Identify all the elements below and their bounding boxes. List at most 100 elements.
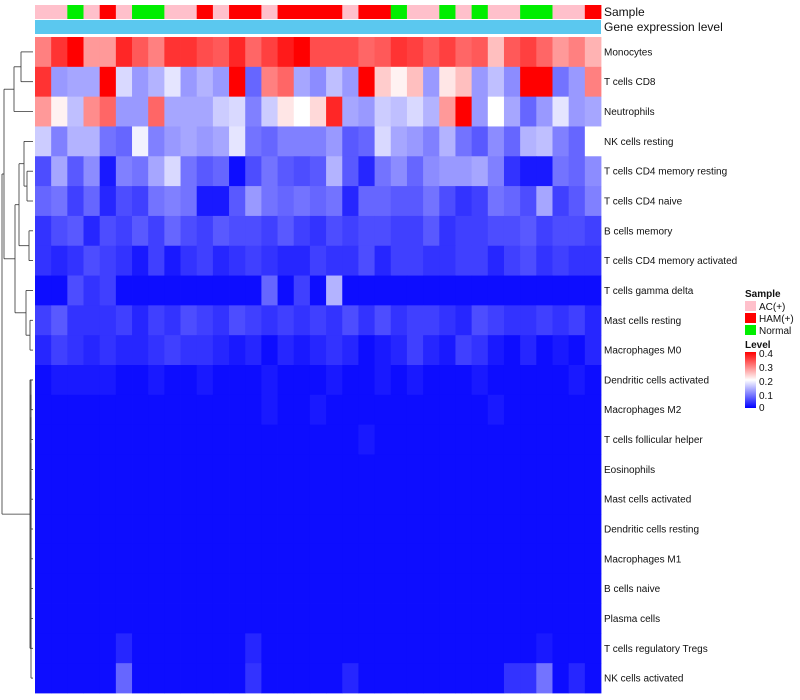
heatmap-cell: [374, 305, 392, 336]
heatmap-cell: [374, 424, 392, 455]
heatmap-cell: [358, 603, 375, 634]
heatmap-cell: [374, 663, 392, 694]
heatmap-cell: [164, 424, 181, 455]
heatmap-cell: [148, 245, 165, 276]
heatmap-cell: [83, 215, 101, 247]
heatmap-cell: [115, 96, 133, 127]
heatmap-cell: [277, 156, 295, 187]
heatmap-cell: [132, 66, 149, 98]
sample-annotation-cell: [487, 5, 505, 19]
heatmap-cell: [342, 424, 359, 455]
heatmap-cell: [261, 215, 278, 247]
heatmap-cell: [261, 66, 278, 98]
legend-level-colorbar: [745, 352, 756, 408]
heatmap-cell: [115, 126, 133, 157]
heatmap-cell: [390, 96, 408, 127]
heatmap-cell: [245, 245, 262, 276]
heatmap-cell: [584, 126, 602, 157]
heatmap-cell: [471, 394, 489, 426]
heatmap-cell: [471, 215, 489, 247]
heatmap-cell: [132, 633, 149, 664]
sample-annotation-cell: [568, 5, 586, 19]
heatmap-cell: [51, 603, 68, 634]
heatmap-cell: [83, 365, 101, 396]
row-label: B cells naive: [604, 584, 661, 595]
heatmap-cell: [212, 543, 230, 575]
heatmap-cell: [439, 96, 456, 127]
heatmap-cell: [245, 394, 262, 426]
heatmap-cell: [423, 126, 440, 157]
heatmap-cell: [99, 96, 117, 127]
heatmap-cell: [471, 335, 489, 366]
heatmap-cell: [536, 275, 553, 306]
heatmap-cell: [164, 275, 181, 306]
heatmap-cell: [342, 394, 359, 426]
heatmap-cell: [115, 484, 133, 515]
heatmap-cell: [584, 484, 602, 515]
heatmap-cell: [180, 186, 198, 217]
heatmap-cell: [471, 66, 489, 98]
heatmap-cell: [568, 663, 586, 694]
heatmap-cell: [51, 484, 68, 515]
heatmap-cell: [115, 633, 133, 664]
heatmap-cell: [164, 66, 181, 98]
heatmap-cell: [568, 543, 586, 575]
heatmap-cell: [212, 484, 230, 515]
row-dendrogram: [1, 51, 33, 679]
heatmap-cell: [132, 335, 149, 366]
heatmap-cell: [245, 66, 262, 98]
sample-annotation-cell: [326, 5, 343, 19]
heatmap-cell: [471, 543, 489, 575]
heatmap-cell: [520, 156, 537, 187]
heatmap-cell: [261, 126, 278, 157]
heatmap-cell: [148, 633, 165, 664]
heatmap-cell: [99, 365, 117, 396]
heatmap-cell: [390, 603, 408, 634]
heatmap-cell: [293, 573, 311, 604]
heatmap-cell: [180, 394, 198, 426]
heatmap-cell: [471, 484, 489, 515]
heatmap-cell: [455, 37, 473, 68]
heatmap-cell: [568, 215, 586, 247]
heatmap-cell: [552, 365, 570, 396]
heatmap-cell: [196, 454, 214, 485]
heatmap-cell: [471, 96, 489, 127]
heatmap-cell: [67, 215, 84, 247]
heatmap-cell: [455, 663, 473, 694]
heatmap-cell: [520, 514, 537, 545]
sample-annotation-cell: [99, 5, 117, 19]
heatmap-cell: [342, 454, 359, 485]
heatmap-cell: [164, 305, 181, 336]
heatmap-cell: [520, 305, 537, 336]
row-label: T cells CD4 naive: [604, 197, 683, 208]
heatmap-cell: [584, 245, 602, 276]
heatmap-cell: [342, 484, 359, 515]
legend-label-ac: AC(+): [759, 302, 785, 313]
heatmap-cell: [358, 573, 375, 604]
heatmap-cell: [487, 96, 505, 127]
heatmap-cell: [584, 543, 602, 575]
heatmap-cell: [390, 573, 408, 604]
heatmap-cell: [115, 394, 133, 426]
heatmap-cell: [180, 603, 198, 634]
row-label: Mast cells resting: [604, 316, 681, 327]
heatmap-cell: [552, 663, 570, 694]
heatmap-cell: [503, 305, 521, 336]
heatmap-cell: [212, 305, 230, 336]
heatmap-cell: [455, 66, 473, 98]
heatmap-cell: [309, 365, 327, 396]
heatmap-cell: [342, 663, 359, 694]
heatmap-cell: [536, 215, 553, 247]
heatmap-cell: [99, 573, 117, 604]
heatmap-cell: [423, 215, 440, 247]
heatmap-cell: [552, 484, 570, 515]
heatmap-cell: [374, 245, 392, 276]
heatmap-cell: [164, 156, 181, 187]
heatmap-cell: [261, 305, 278, 336]
row-label: Neutrophils: [604, 107, 655, 118]
heatmap-cell: [83, 275, 101, 306]
heatmap-cell: [67, 245, 84, 276]
heatmap-cell: [374, 156, 392, 187]
legend-tick-0: 0: [759, 403, 765, 414]
heatmap-cell: [309, 126, 327, 157]
